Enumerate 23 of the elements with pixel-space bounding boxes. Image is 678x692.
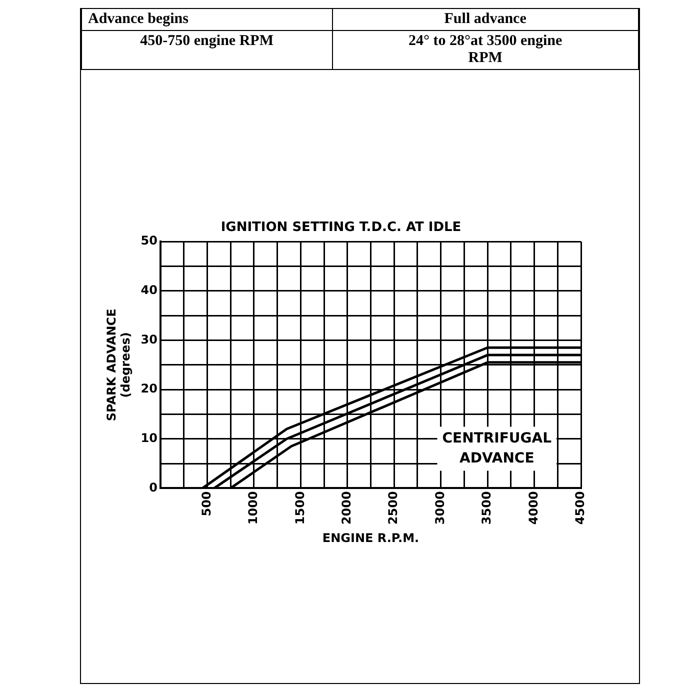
x-tick-label: 4500 <box>573 491 588 525</box>
x-tick-label: 1000 <box>246 491 260 525</box>
y-tick-label: 40 <box>140 283 158 298</box>
x-tick-label: 2000 <box>340 491 354 525</box>
x-tick-label: 3000 <box>432 491 447 525</box>
text: 450-750 engine RPM <box>82 30 332 70</box>
text: Full advance <box>332 8 638 30</box>
y-tick-label: 50 <box>140 234 158 248</box>
x-tick-label: 1500 <box>292 491 307 525</box>
x-tick-label: 500 <box>199 491 214 516</box>
text: Advance begins <box>82 8 332 30</box>
y-tick-label: 20 <box>140 382 158 396</box>
x-tick-label: 2500 <box>386 491 400 525</box>
text: 24° to 28°at 3500 engine RPM <box>407 33 564 67</box>
x-tick-label: 3500 <box>480 491 494 525</box>
annotation: CENTRIFUGAL ADVANCE <box>442 430 552 466</box>
y-tick-label: 10 <box>140 431 158 446</box>
y-axis-title: SPARK ADVANCE (degrees) <box>104 308 133 422</box>
x-tick-label: 4000 <box>526 491 540 525</box>
chart-title: IGNITION SETTING T.D.C. AT IDLE <box>220 220 462 236</box>
x-axis-title: ENGINE R.P.M. <box>322 530 420 545</box>
y-tick-label: 0 <box>149 480 158 494</box>
y-tick-label: 30 <box>140 332 158 346</box>
